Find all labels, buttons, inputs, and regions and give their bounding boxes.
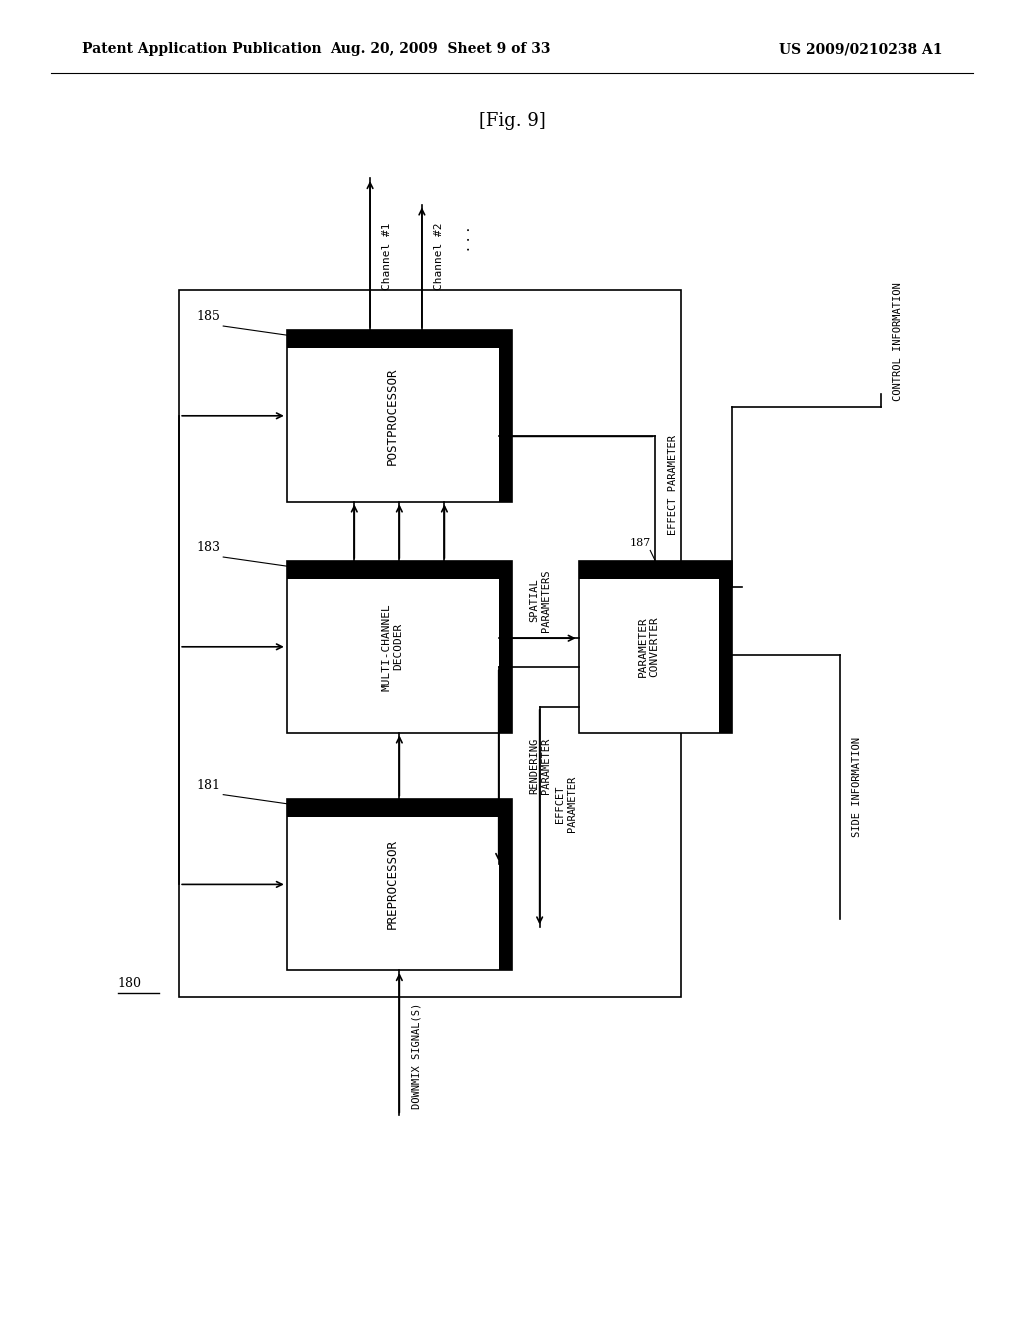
Text: Channel #1: Channel #1 <box>382 223 392 290</box>
Text: Aug. 20, 2009  Sheet 9 of 33: Aug. 20, 2009 Sheet 9 of 33 <box>330 42 551 57</box>
Bar <box>287 561 512 579</box>
Text: EFFECT PARAMETER: EFFECT PARAMETER <box>668 436 678 536</box>
Bar <box>499 561 512 733</box>
Bar <box>579 561 732 579</box>
Text: 185: 185 <box>197 310 220 323</box>
Bar <box>287 799 512 970</box>
Bar <box>287 330 512 348</box>
Text: PREPROCESSOR: PREPROCESSOR <box>386 840 398 929</box>
Text: 183: 183 <box>197 541 220 554</box>
Text: 187: 187 <box>630 537 651 548</box>
Bar <box>287 799 512 817</box>
Text: RENDERING
PARAMETER: RENDERING PARAMETER <box>529 738 551 793</box>
Text: US 2009/0210238 A1: US 2009/0210238 A1 <box>778 42 942 57</box>
Text: · · ·: · · · <box>463 227 477 251</box>
Text: PARAMETER
CONVERTER: PARAMETER CONVERTER <box>637 616 659 677</box>
Bar <box>719 561 732 733</box>
Bar <box>499 799 512 970</box>
Text: 180: 180 <box>118 977 141 990</box>
Bar <box>179 290 681 997</box>
Text: Channel #2: Channel #2 <box>434 223 444 290</box>
Text: 181: 181 <box>197 779 220 792</box>
Text: POSTPROCESSOR: POSTPROCESSOR <box>386 367 398 465</box>
Text: EFFCET
PARAMETER: EFFCET PARAMETER <box>555 776 577 832</box>
Text: DOWNMIX SIGNAL(S): DOWNMIX SIGNAL(S) <box>412 1003 422 1109</box>
Bar <box>287 561 512 733</box>
Text: [Fig. 9]: [Fig. 9] <box>478 112 546 131</box>
Text: MULTI-CHANNEL
DECODER: MULTI-CHANNEL DECODER <box>381 603 403 690</box>
Text: CONTROL INFORMATION: CONTROL INFORMATION <box>893 282 903 401</box>
Bar <box>287 330 512 502</box>
Text: SPATIAL
PARAMETERS: SPATIAL PARAMETERS <box>529 569 551 632</box>
Bar <box>499 330 512 502</box>
Text: Patent Application Publication: Patent Application Publication <box>82 42 322 57</box>
Bar <box>579 561 732 733</box>
Text: SIDE INFORMATION: SIDE INFORMATION <box>852 737 862 837</box>
